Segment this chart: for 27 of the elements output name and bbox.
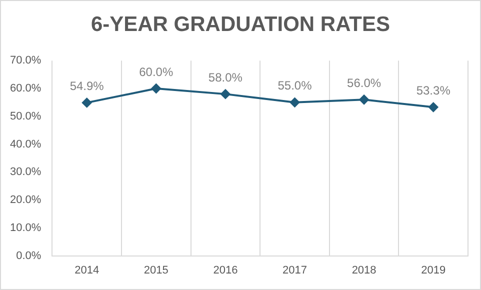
y-tick-label: 50.0% — [10, 110, 42, 122]
x-tick-label: 2017 — [282, 264, 307, 276]
chart-title: 6-YEAR GRADUATION RATES — [90, 13, 392, 37]
data-label: 53.3% — [416, 83, 451, 98]
x-tick-label: 2015 — [144, 264, 168, 276]
y-tick-label: 30.0% — [10, 166, 42, 178]
x-tick-label: 2019 — [421, 264, 446, 276]
x-tick-label: 2018 — [352, 264, 376, 276]
y-tick-label: 20.0% — [10, 194, 42, 206]
y-tick-label: 10.0% — [10, 222, 42, 234]
x-tick-label: 2014 — [74, 264, 100, 276]
y-tick-label: 60.0% — [10, 82, 42, 95]
data-label: 56.0% — [347, 76, 382, 90]
data-label: 54.9% — [70, 79, 104, 94]
y-tick-label: 70.0% — [10, 54, 42, 67]
y-tick-label: 0.0% — [16, 250, 42, 262]
data-label: 55.0% — [278, 78, 312, 93]
point — [151, 83, 162, 94]
point — [428, 102, 438, 112]
point — [359, 94, 370, 105]
point — [82, 98, 92, 108]
data-label: 58.0% — [208, 70, 243, 84]
data-label: 60.0% — [139, 64, 174, 79]
point — [220, 89, 230, 100]
point — [290, 97, 300, 108]
y-tick-label: 40.0% — [10, 138, 42, 150]
x-tick-label: 2016 — [213, 264, 238, 276]
